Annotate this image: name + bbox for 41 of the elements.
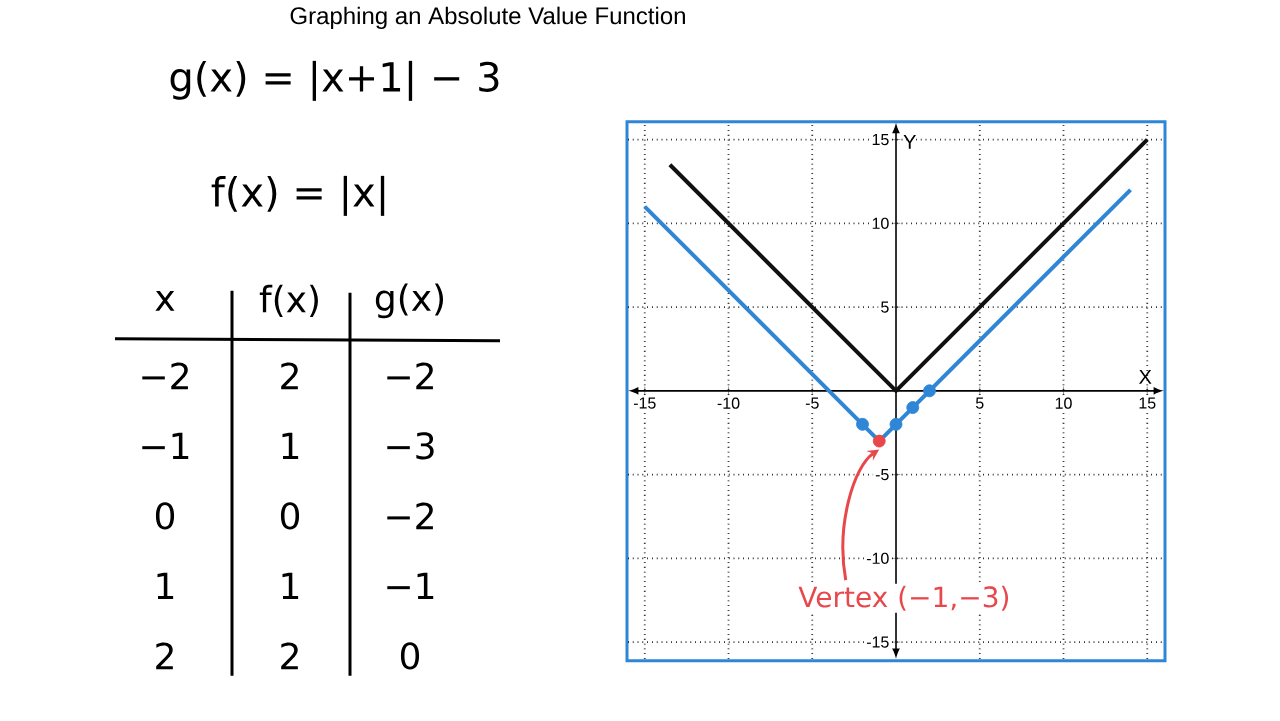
text: 1 bbox=[282, 572, 299, 600]
text: 2 bbox=[156, 642, 173, 670]
y-axis-title: Y bbox=[903, 135, 916, 149]
text: g(x) = |x+1| − 3 bbox=[170, 60, 499, 101]
x-tick-label: 5 bbox=[975, 397, 984, 409]
text: 2 bbox=[281, 642, 298, 670]
text: f(x) bbox=[259, 284, 318, 317]
y-tick-label: 5 bbox=[881, 301, 889, 313]
x-tick-label: 15 bbox=[1139, 397, 1156, 409]
x-tick-label: -5 bbox=[805, 397, 819, 409]
point bbox=[856, 418, 869, 431]
y-tick-label: -5 bbox=[875, 469, 889, 481]
text: 0 bbox=[155, 502, 175, 530]
text: −2 bbox=[387, 502, 433, 530]
text: −2 bbox=[387, 362, 433, 390]
text: −2 bbox=[142, 362, 188, 390]
y-tick-label: -10 bbox=[866, 552, 889, 565]
y-tick-label: 15 bbox=[872, 134, 889, 146]
y-tick-label: -15 bbox=[866, 636, 889, 648]
point bbox=[872, 434, 886, 448]
text: 2 bbox=[281, 362, 298, 390]
text: −1 bbox=[387, 572, 434, 600]
text: f(x) = |x| bbox=[211, 175, 385, 216]
text: g(x) bbox=[375, 283, 444, 319]
point bbox=[889, 418, 903, 431]
text: 0 bbox=[280, 502, 300, 530]
x-tick-label: -10 bbox=[717, 397, 740, 409]
text: −1 bbox=[142, 432, 189, 460]
text: 1 bbox=[282, 432, 299, 460]
text: −3 bbox=[387, 432, 434, 460]
x-tick-label: -15 bbox=[633, 397, 656, 409]
text: x bbox=[155, 291, 175, 311]
x-axis-title: X bbox=[1139, 370, 1152, 384]
x-tick-label: 10 bbox=[1055, 397, 1072, 409]
text: 0 bbox=[400, 642, 420, 670]
text: 1 bbox=[157, 572, 174, 600]
point bbox=[923, 384, 936, 398]
chart-title: Graphing an Absolute Value Function bbox=[290, 6, 685, 30]
point bbox=[906, 401, 920, 415]
annotation: Vertex (−1,−3) bbox=[798, 585, 1009, 611]
y-tick-label: 10 bbox=[872, 217, 889, 230]
